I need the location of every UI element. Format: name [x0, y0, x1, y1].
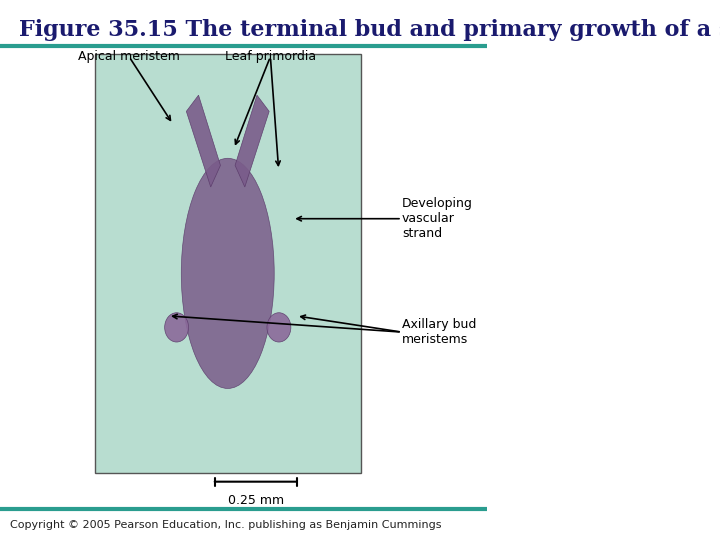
Text: Copyright © 2005 Pearson Education, Inc. publishing as Benjamin Cummings: Copyright © 2005 Pearson Education, Inc.…	[10, 520, 441, 530]
Text: Leaf primordia: Leaf primordia	[225, 50, 316, 63]
Ellipse shape	[267, 313, 291, 342]
Bar	[95, 54, 361, 472]
Text: Apical meristem: Apical meristem	[78, 50, 180, 63]
Polygon shape	[186, 95, 220, 187]
Text: Axillary bud
meristems: Axillary bud meristems	[402, 318, 477, 346]
Polygon shape	[235, 95, 269, 187]
Text: Figure 35.15 The terminal bud and primary growth of a shoot: Figure 35.15 The terminal bud and primar…	[19, 19, 720, 41]
Text: 0.25 mm: 0.25 mm	[228, 494, 284, 507]
Text: Developing
vascular
strand: Developing vascular strand	[402, 197, 473, 240]
Ellipse shape	[165, 313, 189, 342]
Ellipse shape	[181, 158, 274, 388]
